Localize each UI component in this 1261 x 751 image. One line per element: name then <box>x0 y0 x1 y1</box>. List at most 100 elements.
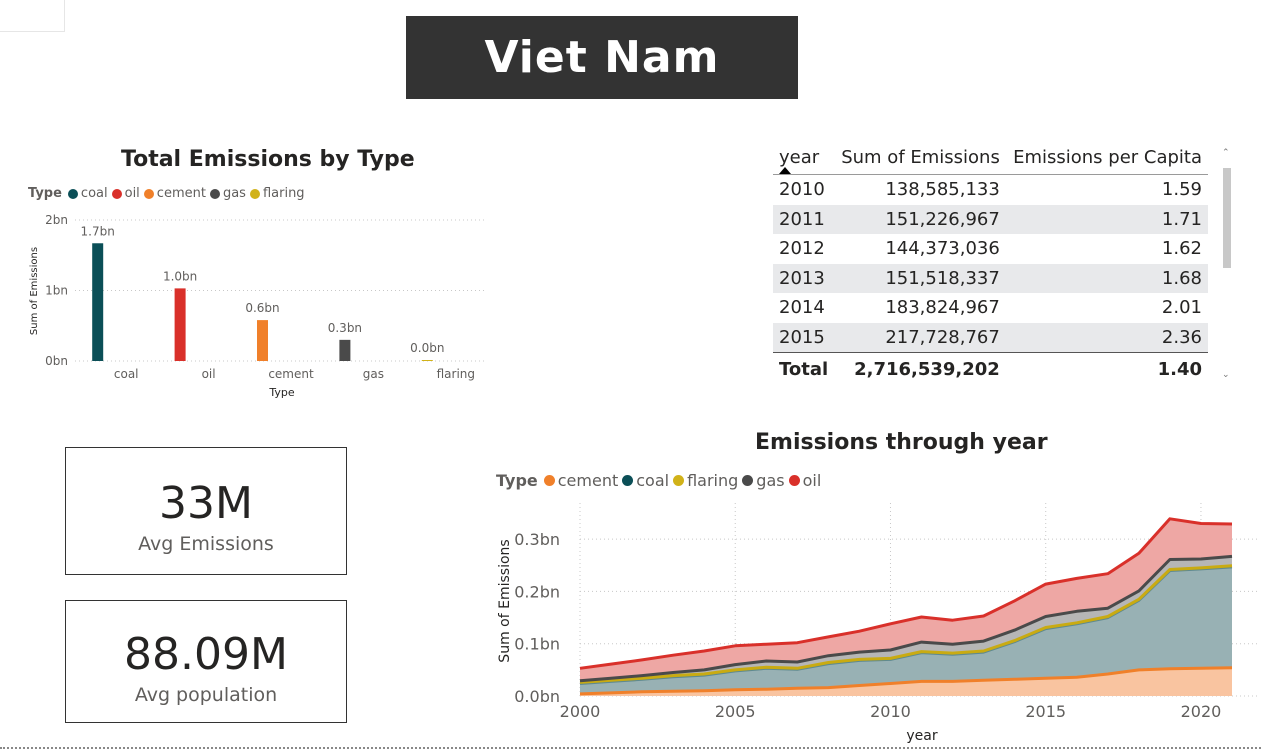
bar-legend-item-flaring[interactable]: flaring <box>249 186 305 201</box>
scrollbar-thumb[interactable] <box>1223 168 1231 268</box>
bar-legend-item-cement[interactable]: cement <box>143 186 206 201</box>
table-scrollbar[interactable]: ⌃ ⌄ <box>1222 148 1232 384</box>
area-y-tick-label: 0.1bn <box>514 635 560 654</box>
legend-dot-icon <box>67 188 78 199</box>
cell-emissions-per-capita: 2.36 <box>1005 322 1208 353</box>
area-x-tick-label: 2005 <box>715 702 756 721</box>
area-x-tick-label: 2000 <box>560 702 601 721</box>
sort-ascending-icon <box>779 167 791 174</box>
table-row[interactable]: 2014 183,824,967 2.01 <box>773 293 1208 323</box>
bar-data-label: 0.3bn <box>328 321 362 335</box>
legend-label: coal <box>80 186 108 201</box>
cell-sum-emissions: 217,728,767 <box>834 322 1006 353</box>
area-oil <box>580 518 1232 681</box>
avg-emissions-card: 33M Avg Emissions <box>65 447 347 575</box>
table-row[interactable]: 2011 151,226,967 1.71 <box>773 204 1208 234</box>
bar-coal <box>92 243 104 361</box>
cell-emissions-per-capita: 1.71 <box>1005 204 1208 234</box>
avg-emissions-label: Avg Emissions <box>138 533 274 555</box>
cell-emissions-per-capita: 1.59 <box>1161 179 1202 201</box>
legend-dot-icon <box>622 475 634 486</box>
area-line-gas <box>579 554 1233 683</box>
area-legend-item-gas[interactable]: gas <box>742 471 785 490</box>
area-line-oil <box>579 517 1233 670</box>
emissions-table: year Sum of Emissions Emissions per Capi… <box>773 140 1208 385</box>
bar-chart-title: Total Emissions by Type <box>121 147 415 172</box>
bar-legend-item-coal[interactable]: coal <box>67 186 108 201</box>
table-row[interactable]: 2015 217,728,767 2.36 <box>773 322 1208 353</box>
bar-data-label: 1.7bn <box>81 224 115 238</box>
scroll-up-icon[interactable]: ⌃ <box>1222 148 1230 158</box>
cell-year: 2015 <box>773 322 835 353</box>
area-legend-item-cement[interactable]: cement <box>543 471 618 490</box>
cell-year: 2014 <box>779 297 825 319</box>
legend-dot-icon <box>673 475 685 486</box>
area-y-axis-title: Sum of Emissions <box>497 539 513 662</box>
bar-legend-item-oil[interactable]: oil <box>111 186 140 201</box>
bar-x-tick-label: coal <box>114 367 139 381</box>
corner-panel <box>0 0 65 32</box>
table-header-row: year Sum of Emissions Emissions per Capi… <box>773 140 1208 175</box>
area-line-cement <box>579 666 1233 696</box>
cell-sum-emissions: 144,373,036 <box>885 238 1000 260</box>
table-total-row: Total 2,716,539,202 1.40 <box>773 352 1208 385</box>
area-legend-item-flaring[interactable]: flaring <box>673 471 738 490</box>
area-coal <box>580 566 1232 694</box>
bar-oil <box>174 288 186 361</box>
area-chart-title: Emissions through year <box>755 430 1048 455</box>
area-cement <box>580 667 1232 696</box>
cell-emissions-per-capita: 1.62 <box>1161 238 1202 260</box>
scroll-down-icon[interactable]: ⌄ <box>1222 370 1230 380</box>
area-x-tick-label: 2010 <box>870 702 911 721</box>
column-header-sum-emissions[interactable]: Sum of Emissions <box>841 146 1000 168</box>
legend-label: flaring <box>687 471 739 490</box>
bar-data-label: 0.6bn <box>245 301 279 315</box>
bar-y-tick-label: 0bn <box>45 354 68 368</box>
area-y-tick-label: 0.0bn <box>514 687 560 706</box>
country-title-banner: Viet Nam <box>406 16 798 99</box>
bar-chart: 0bn 1bn 2bn 1.7bn coal 1.0bn oil 0.6bn cement 0.3… <box>29 213 487 399</box>
total-sum-emissions: 2,716,539,202 <box>834 352 1006 385</box>
bar-y-axis-title: Sum of Emissions <box>29 247 40 335</box>
legend-label: flaring <box>262 186 305 201</box>
cell-year: 2013 <box>773 263 835 293</box>
area-x-tick-label: 2015 <box>1025 702 1066 721</box>
legend-dot-icon <box>543 475 555 486</box>
country-title: Viet Nam <box>484 32 720 83</box>
area-legend-item-coal[interactable]: coal <box>622 471 669 490</box>
area-line-flaring <box>579 564 1233 684</box>
bar-data-label: 1.0bn <box>163 269 197 283</box>
avg-population-label: Avg population <box>134 684 278 706</box>
bar-x-tick-label: cement <box>268 367 314 381</box>
bar-y-tick-label: 1bn <box>45 284 68 298</box>
legend-dot-icon <box>143 188 154 199</box>
cell-sum-emissions: 183,824,967 <box>885 297 1000 319</box>
area-gas <box>580 556 1232 683</box>
emissions-table-visual: year Sum of Emissions Emissions per Capi… <box>773 140 1233 400</box>
column-header-emissions-per-capita[interactable]: Emissions per Capita <box>1013 146 1202 168</box>
cell-year: 2010 <box>779 179 825 201</box>
column-header-year[interactable]: year <box>773 140 834 175</box>
cell-year: 2012 <box>779 238 825 260</box>
table-row[interactable]: 2010 138,585,133 1.59 <box>773 175 1208 205</box>
legend-label: coal <box>636 471 670 490</box>
bar-chart-legend: Type coal oil cement gas flaring <box>28 186 309 201</box>
bottom-divider <box>0 747 1261 749</box>
cell-emissions-per-capita: 2.01 <box>1161 297 1202 319</box>
bar-legend-item-gas[interactable]: gas <box>209 186 246 201</box>
cell-sum-emissions: 151,226,967 <box>834 204 1006 234</box>
avg-population-card: 88.09M Avg population <box>65 600 347 723</box>
cell-sum-emissions: 151,518,337 <box>834 263 1006 293</box>
bar-data-label: 0.0bn <box>410 341 444 355</box>
table-row[interactable]: 2012 144,373,036 1.62 <box>773 234 1208 264</box>
legend-label: cement <box>156 186 206 201</box>
table-row[interactable]: 2013 151,518,337 1.68 <box>773 263 1208 293</box>
area-chart-legend: Type cement coal flaring gas oil <box>496 471 825 490</box>
legend-label: gas <box>222 186 246 201</box>
cell-sum-emissions: 138,585,133 <box>885 179 1000 201</box>
area-x-axis-title: year <box>906 728 937 744</box>
legend-label: gas <box>756 471 785 490</box>
area-legend-item-oil[interactable]: oil <box>788 471 821 490</box>
legend-label: oil <box>124 186 140 201</box>
bar-flaring <box>421 360 433 361</box>
